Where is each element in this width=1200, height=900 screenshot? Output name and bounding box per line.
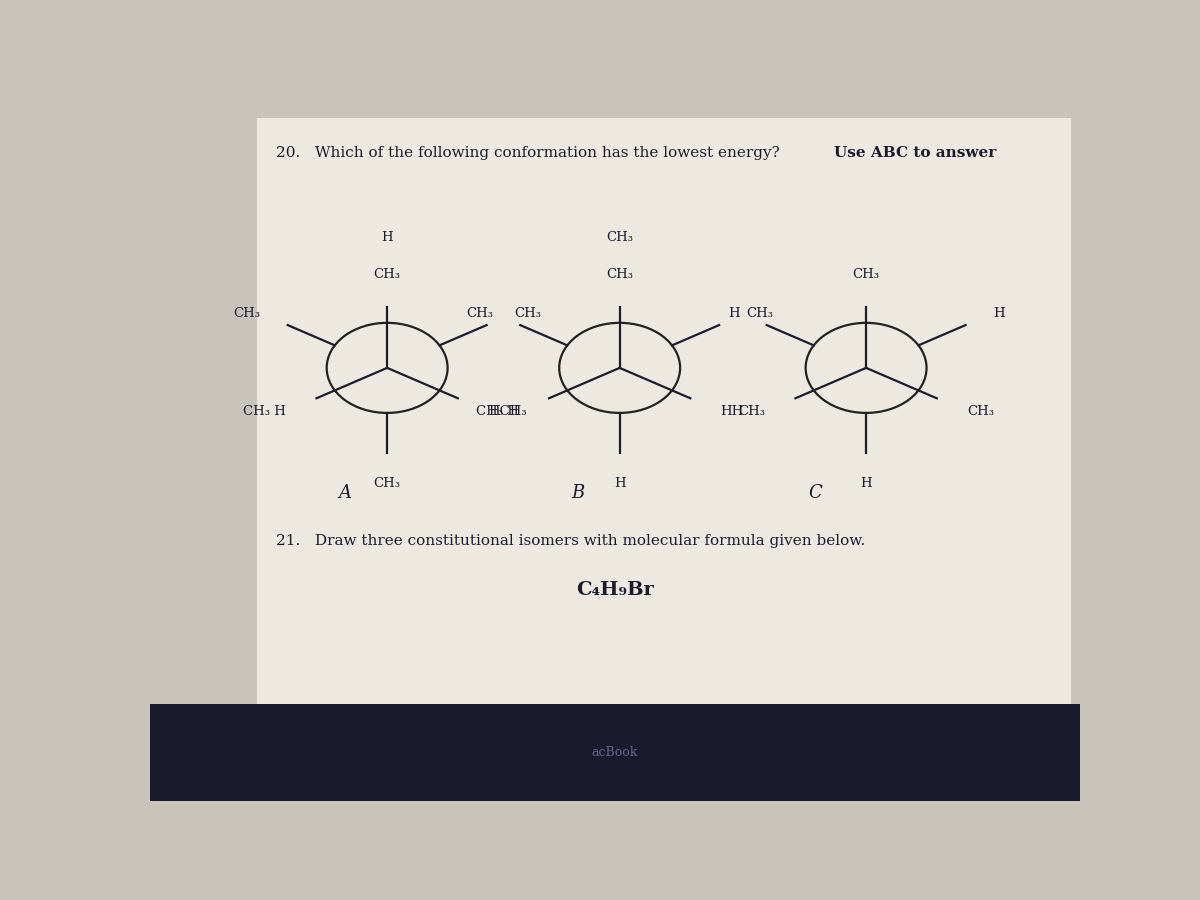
Text: CH₃: CH₃: [746, 307, 773, 320]
FancyBboxPatch shape: [257, 119, 1070, 704]
Text: 21.   Draw three constitutional isomers with molecular formula given below.: 21. Draw three constitutional isomers wi…: [276, 535, 865, 548]
Text: B: B: [571, 483, 584, 501]
Text: HCH₃: HCH₃: [488, 405, 527, 418]
Text: acBook: acBook: [592, 746, 638, 759]
Text: CH₃: CH₃: [967, 405, 994, 418]
Text: CH₃ H: CH₃ H: [244, 405, 286, 418]
Text: CH₃ H: CH₃ H: [475, 405, 518, 418]
Text: C: C: [808, 483, 822, 501]
Text: CH₃: CH₃: [466, 307, 493, 320]
Text: H: H: [727, 307, 739, 320]
Text: A: A: [338, 483, 352, 501]
Text: C₄H₉Br: C₄H₉Br: [576, 580, 654, 598]
Text: CH₃: CH₃: [606, 268, 634, 281]
Text: CH₃: CH₃: [373, 268, 401, 281]
Text: H: H: [382, 231, 392, 244]
Text: CH₃: CH₃: [738, 405, 766, 418]
Text: CH₃: CH₃: [514, 307, 541, 320]
Text: H: H: [860, 477, 872, 490]
FancyBboxPatch shape: [150, 704, 1080, 801]
Text: HH: HH: [721, 405, 744, 418]
Text: Use ABC to answer: Use ABC to answer: [834, 146, 996, 160]
Text: CH₃: CH₃: [852, 268, 880, 281]
Text: H: H: [614, 477, 625, 490]
Text: 20.   Which of the following conformation has the lowest energy?: 20. Which of the following conformation …: [276, 146, 784, 160]
Text: CH₃: CH₃: [373, 477, 401, 490]
Text: H: H: [992, 307, 1004, 320]
Text: CH₃: CH₃: [606, 231, 634, 244]
Text: CH₃: CH₃: [234, 307, 260, 320]
